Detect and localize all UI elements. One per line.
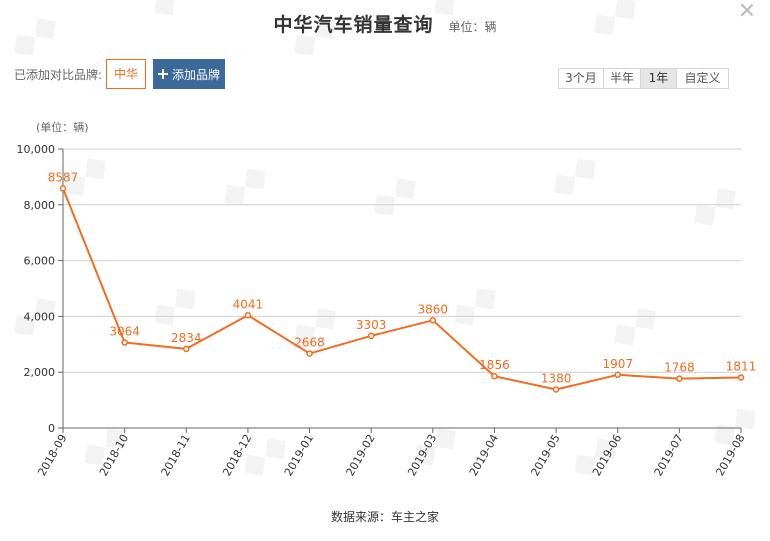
y-tick-label: 10,000 [17, 143, 56, 156]
data-label: 1907 [602, 357, 633, 371]
data-label: 1380 [541, 371, 572, 385]
x-tick-label: 2019-08 [713, 432, 747, 478]
chart-header: 中华汽车销量查询 单位：辆 [0, 10, 770, 36]
data-point[interactable] [491, 372, 498, 380]
range-tab-1-year[interactable]: 1年 [640, 69, 676, 88]
data-point[interactable] [429, 317, 437, 324]
x-tick-label: 2019-05 [528, 432, 562, 478]
data-point[interactable] [614, 371, 621, 379]
brand-tag-zhonghua[interactable]: 中华 [106, 59, 147, 89]
data-label: 8587 [48, 170, 79, 184]
unit-note: 单位：辆 [448, 20, 497, 34]
x-tick-label: 2019-07 [652, 432, 686, 478]
y-tick-label: 8,000 [24, 199, 56, 212]
x-tick-label: 2019-02 [344, 432, 378, 478]
data-label: 1856 [479, 358, 510, 372]
time-range-selector: 3个月 半年 1年 自定义 [558, 68, 729, 89]
x-tick-label: 2018-12 [220, 432, 254, 478]
brand-compare-label: 已添加对比品牌: [14, 67, 103, 82]
data-point[interactable] [244, 312, 252, 319]
add-brand-label: 添加品牌 [172, 67, 221, 82]
page-title: 中华汽车销量查询 [273, 14, 434, 36]
data-point[interactable] [552, 386, 560, 393]
y-tick-label: 2,000 [24, 366, 56, 379]
data-point[interactable] [121, 339, 128, 346]
data-label: 1768 [664, 361, 695, 375]
y-tick-label: 0 [48, 422, 55, 435]
add-brand-button[interactable]: 添加品牌 [153, 59, 226, 89]
brand-compare-bar: 已添加对比品牌: 中华 添加品牌 [14, 59, 226, 89]
range-tab-half-year[interactable]: 半年 [603, 69, 640, 88]
data-point[interactable] [676, 375, 683, 382]
data-point[interactable] [367, 332, 375, 340]
x-tick-label: 2019-03 [405, 432, 439, 478]
data-label: 3303 [356, 318, 387, 332]
x-tick-label: 2019-04 [467, 432, 501, 478]
y-tick-label: 6,000 [24, 255, 56, 268]
data-point[interactable] [59, 185, 67, 192]
x-tick-label: 2018-09 [35, 432, 69, 478]
data-label: 2668 [294, 336, 325, 350]
series-line [62, 188, 742, 391]
data-point[interactable] [737, 374, 745, 381]
x-tick-label: 2018-10 [97, 432, 131, 478]
data-source-note: 数据来源：车主之家 [330, 510, 439, 524]
data-label: 1811 [726, 359, 757, 373]
x-tick-label: 2019-01 [282, 432, 316, 478]
plus-icon [158, 69, 169, 79]
range-tab-custom[interactable]: 自定义 [676, 69, 728, 88]
x-tick-label: 2018-11 [159, 432, 193, 478]
data-label: 4041 [233, 297, 264, 311]
y-unit-label: (单位：辆) [36, 120, 89, 134]
data-point[interactable] [183, 345, 190, 353]
y-tick-label: 4,000 [24, 310, 56, 323]
x-tick-label: 2019-06 [590, 432, 624, 478]
data-point[interactable] [306, 350, 313, 357]
data-label: 3860 [418, 302, 449, 316]
range-tab-3-months[interactable]: 3个月 [559, 69, 603, 88]
data-label: 3064 [109, 325, 140, 339]
data-label: 2834 [171, 331, 202, 345]
